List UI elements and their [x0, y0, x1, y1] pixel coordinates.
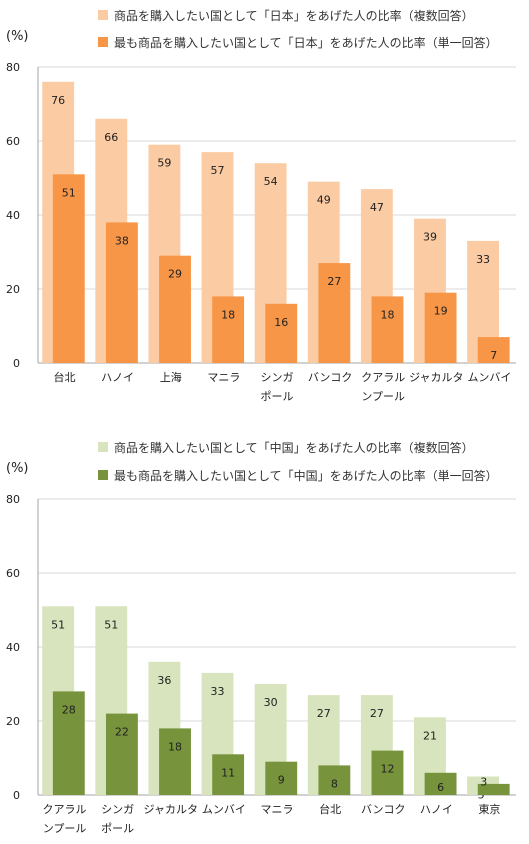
x-tick-label: ポール — [261, 390, 294, 403]
bar-single-answer — [212, 754, 245, 795]
x-tick-label: ハノイ — [420, 803, 453, 816]
x-tick-label: ジャカルタ — [144, 803, 198, 816]
x-tick-label: マニラ — [261, 803, 294, 816]
x-tick-label: ンプール — [43, 822, 87, 835]
data-label-single: 29 — [168, 268, 182, 281]
data-label-single: 12 — [380, 763, 394, 776]
x-tick-label: ポール — [101, 822, 134, 835]
data-label-single: 16 — [274, 316, 288, 329]
data-label-multiple: 51 — [51, 618, 65, 631]
y-unit-label: (%) — [6, 461, 29, 476]
x-tick-label: ハノイ — [101, 371, 134, 384]
x-tick-label: 台北 — [54, 370, 76, 384]
data-label-single: 18 — [380, 308, 394, 321]
data-label-single: 6 — [437, 781, 444, 794]
data-label-single: 18 — [168, 740, 182, 753]
data-label-multiple: 47 — [370, 201, 384, 214]
data-label-multiple: 59 — [157, 157, 171, 170]
legend-swatch-1 — [98, 470, 108, 480]
y-tick-label: 40 — [6, 209, 20, 222]
legend-entry-1: 最も商品を購入したい国として「中国」をあげた人の比率（単一回答） — [114, 468, 498, 483]
bar-single-answer — [371, 296, 404, 363]
y-tick-label: 60 — [6, 135, 20, 148]
data-label-single: 18 — [221, 308, 235, 321]
data-label-single: 51 — [62, 186, 76, 199]
bar-single-answer — [159, 728, 191, 795]
bar-single-answer — [424, 292, 457, 363]
bar-single-answer — [52, 174, 85, 363]
x-tick-label: 東京 — [478, 802, 500, 816]
data-label-multiple: 33 — [476, 253, 490, 266]
data-label-single: 22 — [115, 726, 129, 739]
legend-entry-1: 最も商品を購入したい国として「日本」をあげた人の比率（単一回答） — [114, 35, 498, 50]
data-label-single: 8 — [331, 777, 338, 790]
data-label-single: 38 — [115, 234, 129, 247]
data-label-single: 28 — [62, 703, 76, 716]
data-label-single: 27 — [327, 275, 341, 288]
y-tick-label: 40 — [6, 641, 20, 654]
x-tick-label: ムンバイ — [202, 803, 246, 816]
y-tick-label: 80 — [6, 61, 20, 74]
data-label-multiple: 54 — [264, 175, 278, 188]
x-tick-label: 上海 — [160, 370, 182, 384]
data-label-multiple: 36 — [157, 674, 171, 687]
y-tick-label: 20 — [6, 283, 20, 296]
x-tick-label: ムンバイ — [467, 371, 511, 384]
chart-japan: (%) 商品を購入したい国として「日本」をあげた人の比率（複数回答） 最も商品を購入… — [6, 8, 516, 403]
legend-entry-0: 商品を購入したい国として「日本」をあげた人の比率（複数回答） — [114, 8, 474, 23]
data-label-single: 3 — [480, 776, 487, 789]
legend-swatch-1 — [98, 37, 108, 47]
data-label-multiple: 76 — [51, 94, 65, 107]
y-tick-label: 60 — [6, 567, 20, 580]
legend-swatch-0 — [98, 442, 108, 452]
y-unit-label: (%) — [6, 29, 29, 44]
data-label-single: 11 — [221, 766, 235, 779]
x-tick-label: シンガ — [101, 803, 134, 816]
x-tick-label: マニラ — [207, 371, 240, 384]
x-tick-label: 台北 — [319, 802, 341, 816]
y-tick-label: 80 — [6, 493, 20, 506]
bar-single-answer — [265, 761, 298, 795]
data-label-multiple: 27 — [370, 707, 384, 720]
data-label-multiple: 27 — [317, 707, 331, 720]
bar-single-answer — [265, 303, 298, 363]
x-tick-label: ンプール — [361, 390, 405, 403]
bar-single-answer — [424, 772, 457, 795]
data-label-multiple: 30 — [264, 696, 278, 709]
data-label-multiple: 57 — [211, 164, 225, 177]
data-label-single: 7 — [490, 349, 497, 362]
bar-single-answer — [105, 222, 138, 363]
data-label-multiple: 51 — [104, 618, 118, 631]
x-tick-label: シンガ — [261, 371, 294, 384]
x-tick-label: バンコク — [361, 803, 406, 816]
y-tick-label: 20 — [6, 715, 20, 728]
bar-single-answer — [477, 783, 510, 795]
x-tick-label: クアラル — [361, 371, 405, 384]
bar-single-answer — [212, 296, 245, 363]
bar-single-answer — [318, 263, 351, 363]
x-tick-label: バンコク — [308, 371, 353, 384]
legend-swatch-0 — [98, 10, 108, 20]
chart-china: (%) 商品を購入したい国として「中国」をあげた人の比率（複数回答） 最も商品を購入… — [6, 440, 516, 835]
data-label-multiple: 39 — [423, 231, 437, 244]
x-tick-label: ジャカルタ — [409, 371, 463, 384]
bar-single-answer — [159, 255, 191, 363]
data-label-multiple: 21 — [423, 729, 437, 742]
bar-single-answer — [105, 713, 138, 795]
data-label-single: 19 — [434, 305, 448, 318]
bar-single-answer — [52, 691, 85, 795]
data-label-multiple: 49 — [317, 194, 331, 207]
x-tick-label: クアラル — [43, 803, 87, 816]
bar-single-answer — [371, 750, 404, 795]
bar-single-answer — [318, 765, 351, 795]
data-label-single: 9 — [278, 774, 285, 787]
y-tick-label: 0 — [13, 357, 20, 370]
data-label-multiple: 66 — [104, 131, 118, 144]
legend-entry-0: 商品を購入したい国として「中国」をあげた人の比率（複数回答） — [114, 440, 474, 455]
y-tick-label: 0 — [13, 789, 20, 802]
data-label-multiple: 33 — [211, 685, 225, 698]
bar-single-answer — [477, 337, 510, 363]
